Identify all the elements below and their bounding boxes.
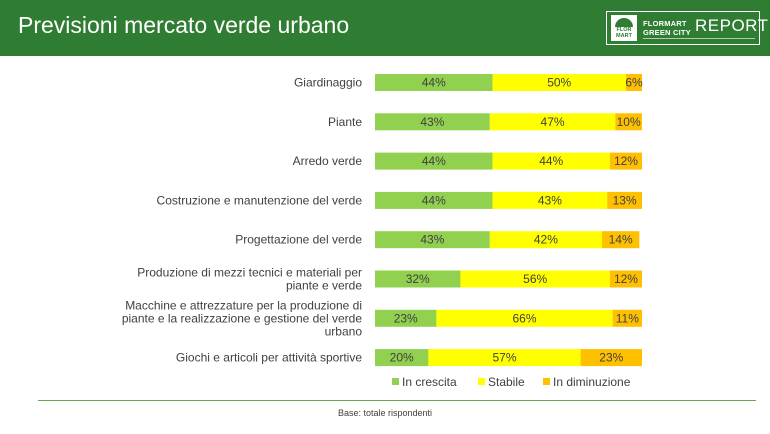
legend-label: In diminuzione: [553, 375, 631, 389]
category-label: Piante: [328, 115, 362, 129]
leaf-icon: [615, 18, 633, 27]
data-label: 10%: [617, 115, 641, 129]
category-label: Produzione di mezzi tecnici e materiali …: [137, 266, 362, 293]
data-label: 23%: [394, 311, 418, 325]
logo-report: REPORT: [695, 16, 769, 35]
data-label: 11%: [616, 311, 639, 325]
data-label: 50%: [547, 76, 571, 90]
bar-segment-in-crescita: [375, 270, 461, 288]
legend-swatch: [543, 378, 550, 385]
data-label: 44%: [539, 154, 563, 168]
legend-swatch: [392, 378, 399, 385]
data-label: 66%: [513, 311, 537, 325]
bar-segment-in-diminuzione: [607, 191, 642, 209]
logo-brand-line2: GREEN CITY: [643, 28, 691, 37]
data-label: 12%: [614, 154, 638, 168]
data-label: 42%: [534, 233, 558, 247]
bar-segment-stabile: [489, 113, 616, 131]
header-bar: Previsioni mercato verde urbano FLOR MAR…: [0, 0, 770, 56]
data-label: 44%: [422, 193, 446, 207]
category-label: Giardinaggio: [294, 76, 362, 90]
data-label: 32%: [406, 272, 430, 286]
logo-mark-line2: MART: [616, 33, 632, 39]
legend-label: Stabile: [488, 375, 525, 389]
logo-tagline-rule: [643, 38, 755, 39]
category-label: Giochi e articoli per attività sportive: [176, 351, 362, 365]
bar-segment-in-diminuzione: [609, 270, 642, 288]
bar-segment-in-diminuzione: [612, 309, 642, 327]
bar-segment-in-crescita: [375, 191, 493, 209]
bar-segment-in-diminuzione: [580, 349, 642, 367]
bar-segment-stabile: [492, 74, 626, 91]
data-label: 23%: [599, 351, 623, 365]
data-label: 20%: [390, 351, 414, 365]
bar-segment-in-diminuzione: [625, 74, 642, 91]
category-label: Macchine e attrezzature per la produzion…: [122, 298, 362, 338]
data-label: 14%: [609, 233, 633, 247]
flormart-mark-icon: FLOR MART: [611, 15, 637, 41]
bar-segment-stabile: [428, 349, 581, 367]
flormart-logo: FLOR MART FLORMART GREEN CITY REPORT: [606, 11, 768, 45]
bar-segment-stabile: [436, 309, 613, 327]
data-label: 43%: [420, 115, 444, 129]
bar-segment-in-crescita: [375, 113, 490, 131]
footer-divider: [38, 400, 756, 401]
data-label: 56%: [523, 272, 547, 286]
page-title: Previsioni mercato verde urbano: [18, 12, 350, 38]
data-label: 47%: [541, 115, 565, 129]
bar-segment-in-crescita: [375, 74, 493, 91]
data-label: 6%: [625, 76, 643, 90]
logo-mark-line1: FLOR: [616, 27, 632, 33]
data-label: 57%: [492, 351, 516, 365]
data-label: 43%: [420, 233, 444, 247]
bar-segment-in-diminuzione: [615, 113, 642, 131]
bar-segment-in-diminuzione: [601, 231, 640, 249]
footnote: Base: totale rispondenti: [337, 408, 433, 418]
data-label: 44%: [422, 76, 446, 90]
bar-segment-stabile: [489, 231, 602, 249]
category-label: Progettazione del verde: [235, 233, 362, 247]
data-label: 12%: [614, 272, 638, 286]
bar-segment-stabile: [492, 152, 610, 170]
bar-segment-in-crescita: [375, 152, 493, 170]
logo-brand-line1: FLORMART: [643, 19, 687, 28]
data-label: 44%: [422, 154, 446, 168]
category-label: Costruzione e manutenzione del verde: [157, 193, 363, 207]
bar-segment-stabile: [492, 191, 608, 209]
bar-segment-in-crescita: [375, 349, 429, 367]
bar-segment-stabile: [460, 270, 610, 288]
data-label: 43%: [538, 193, 562, 207]
legend-swatch: [478, 378, 485, 385]
category-label: Arredo verde: [293, 154, 363, 168]
bar-segment-in-crescita: [375, 231, 490, 249]
legend-label: In crescita: [402, 375, 457, 389]
data-label: 13%: [613, 193, 637, 207]
bar-segment-in-crescita: [375, 309, 437, 327]
bar-segment-in-diminuzione: [609, 152, 642, 170]
